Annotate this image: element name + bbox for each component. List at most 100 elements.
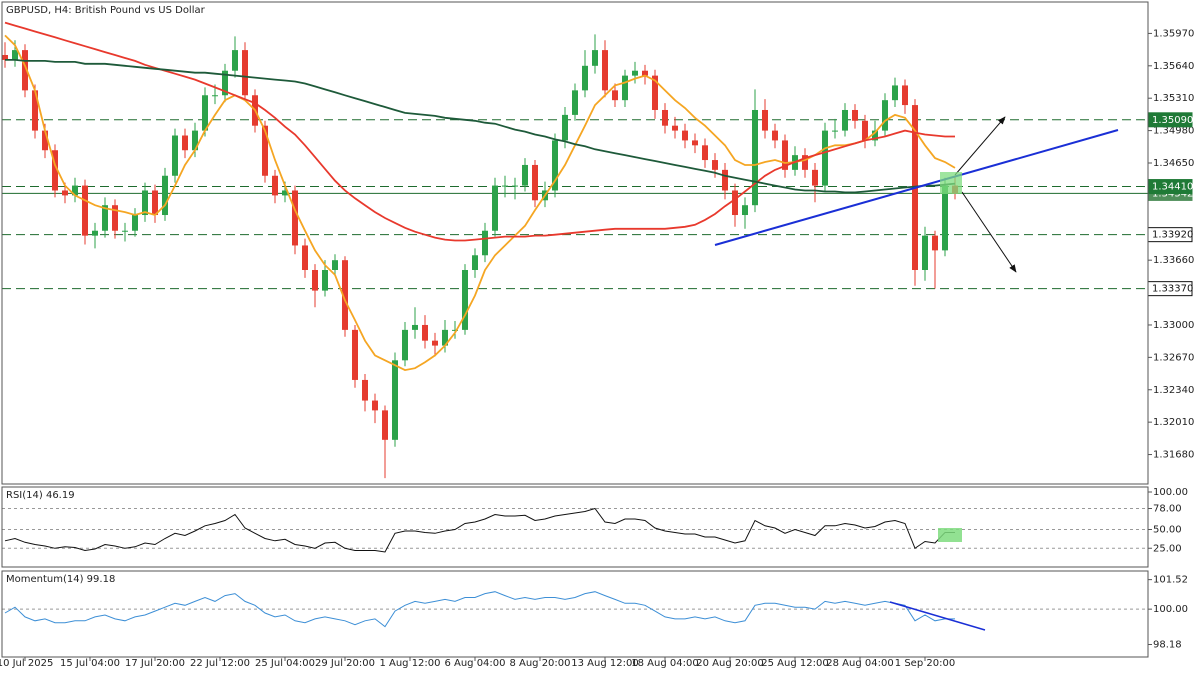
x-tick-label: 15 Jul 04:00 [60, 658, 120, 669]
candle-body [702, 145, 708, 161]
indicator-line [4, 507, 955, 553]
y-tick-label: 25.00 [1153, 543, 1182, 554]
candle-body [732, 190, 738, 216]
candle-body [312, 269, 318, 291]
indicator-line [4, 591, 955, 628]
x-tick-label: 10 Jul 2025 [0, 658, 53, 669]
candle-body [622, 75, 628, 101]
candle-body [692, 140, 698, 146]
y-tick-label: 1.32670 [1153, 352, 1194, 363]
y-tick-label: 100.00 [1153, 604, 1188, 615]
y-tick-label: 100.00 [1153, 487, 1188, 498]
x-tick-label: 20 Aug 20:00 [696, 658, 763, 669]
candle-body [922, 235, 928, 270]
candle-body [712, 160, 718, 170]
candle-body [552, 140, 558, 191]
x-tick-label: 18 Aug 04:00 [631, 658, 698, 669]
candle-body [472, 255, 478, 270]
candle-body [332, 260, 338, 270]
arrow-up [954, 116, 1006, 176]
candle-body [42, 130, 48, 151]
candle-body [842, 109, 848, 131]
y-tick-label: 1.33660 [1153, 255, 1194, 266]
candle-body [892, 85, 898, 101]
candle-body [502, 185, 508, 187]
candle-body [392, 360, 398, 440]
x-tick-label: 25 Jul 04:00 [255, 658, 315, 669]
level-label: 1.34410 [1152, 182, 1193, 193]
candle-body [122, 230, 128, 232]
moving-average [5, 59, 956, 194]
level-label: 1.35090 [1152, 115, 1193, 126]
candle-body [602, 50, 608, 91]
candle-body [2, 55, 8, 60]
candle-body [342, 260, 348, 330]
momentum-panel-frame [1, 570, 1149, 658]
y-tick-label: 1.35640 [1153, 61, 1194, 72]
candle-body [862, 120, 868, 141]
candle-body [642, 70, 648, 76]
trend-line [714, 129, 1119, 246]
y-tick-label: 1.34980 [1153, 126, 1194, 137]
candle-body [572, 90, 578, 115]
candle-body [652, 75, 658, 110]
candle-body [932, 235, 938, 251]
y-tick-label: 1.33000 [1153, 320, 1194, 331]
candle-body [22, 50, 28, 91]
candle-body [762, 109, 768, 131]
x-tick-label: 1 Sep 20:00 [895, 658, 955, 669]
candle-body [132, 215, 138, 231]
candle-body [172, 135, 178, 176]
x-tick-label: 28 Aug 04:00 [826, 658, 893, 669]
candle-body [772, 130, 778, 141]
candle-body [82, 185, 88, 236]
candle-body [322, 269, 328, 291]
y-tick-label: 1.32010 [1153, 417, 1194, 428]
candle-body [942, 185, 948, 251]
momentum-title: Momentum(14) 99.18 [6, 574, 115, 585]
candle-body [32, 90, 38, 131]
candle-body [242, 50, 248, 96]
candle-body [62, 190, 68, 196]
price-panel-frame [1, 1, 1149, 485]
candle-body [592, 50, 598, 66]
x-tick-label: 29 Jul 20:00 [315, 658, 375, 669]
candle-body [852, 109, 858, 121]
candle-body [292, 190, 298, 246]
candle-body [372, 400, 378, 411]
y-tick-label: 1.35970 [1153, 28, 1194, 39]
x-tick-label: 6 Aug 04:00 [444, 658, 505, 669]
candle-body [212, 95, 218, 97]
candle-body [742, 205, 748, 216]
candle-body [362, 379, 368, 401]
candle-body [452, 329, 458, 331]
x-tick-label: 25 Aug 12:00 [761, 658, 828, 669]
rsi-highlight-box [938, 528, 962, 542]
candle-body [442, 329, 448, 346]
candle-body [282, 190, 288, 196]
candle-body [422, 324, 428, 341]
y-tick-label: 78.00 [1153, 504, 1182, 515]
candle-body [722, 169, 728, 191]
candle-body [562, 114, 568, 141]
candle-body [92, 230, 98, 236]
candle-body [882, 100, 888, 131]
candle-body [782, 140, 788, 170]
candle-body [812, 169, 818, 186]
y-tick-label: 1.31680 [1153, 450, 1194, 461]
candle-body [232, 50, 238, 71]
candle-body [272, 175, 278, 196]
y-tick-label: 50.00 [1153, 525, 1182, 536]
level-label: 1.33920 [1152, 230, 1193, 241]
x-tick-label: 8 Aug 20:00 [509, 658, 570, 669]
candle-body [182, 135, 188, 151]
candle-body [152, 190, 158, 216]
candle-body [402, 329, 408, 361]
candle-body [382, 410, 388, 440]
candle-body [522, 164, 528, 186]
candle-body [872, 130, 878, 141]
candle-body [52, 150, 58, 191]
level-label: 1.33370 [1152, 284, 1193, 295]
